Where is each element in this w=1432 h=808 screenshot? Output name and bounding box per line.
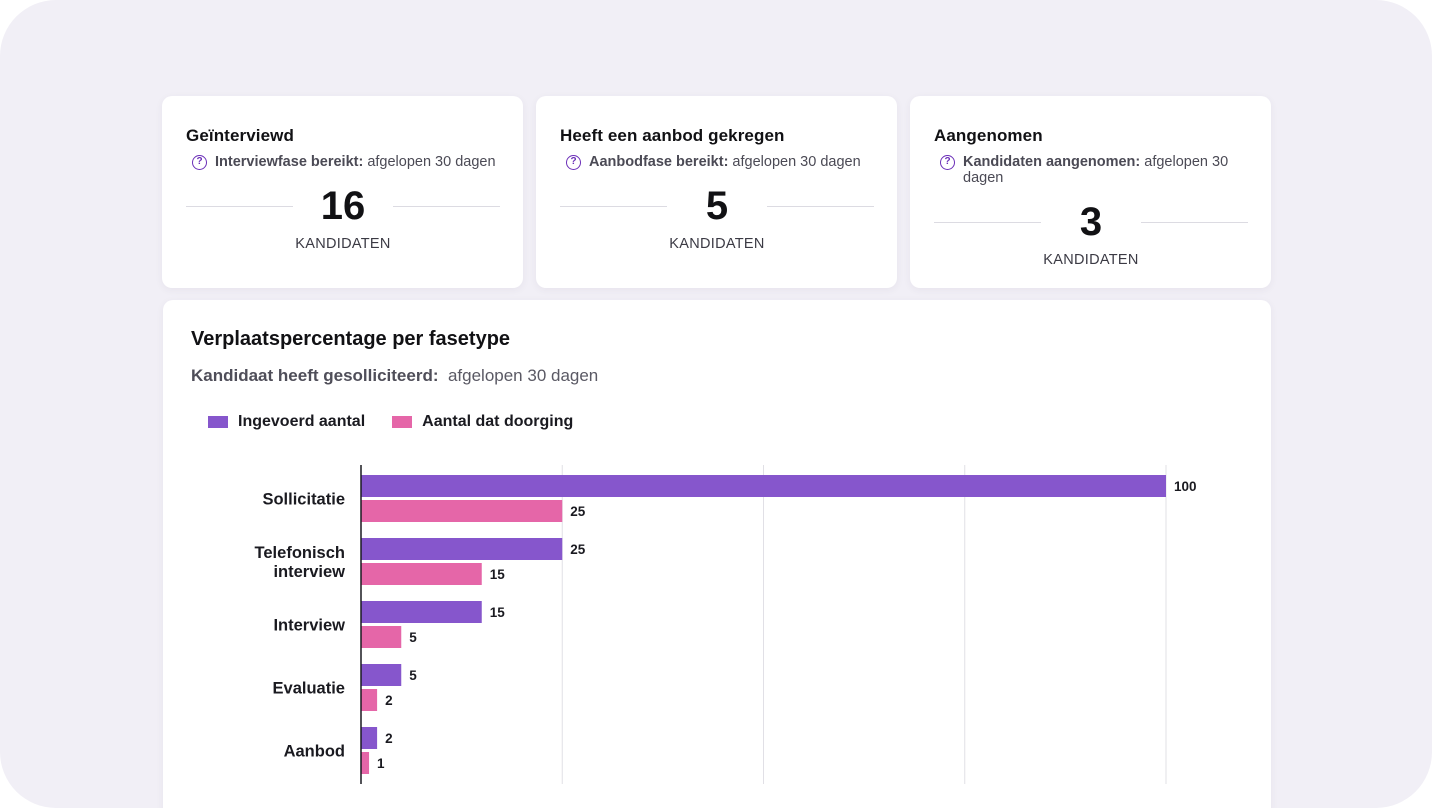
data-label: 2: [385, 693, 393, 708]
bar: [361, 601, 482, 623]
stat-subtitle: ? Kandidaten aangenomen: afgelopen 30 da…: [934, 154, 1248, 186]
data-label: 5: [409, 668, 417, 683]
stat-card-hired: Aangenomen ? Kandidaten aangenomen: afge…: [910, 96, 1271, 288]
stat-card-interviewed: Geïnterviewd ? Interviewfase bereikt: af…: [162, 96, 523, 288]
category-label: interview: [273, 563, 345, 581]
legend-swatch: [208, 416, 228, 428]
stat-subtitle-label: Interviewfase bereikt:: [215, 154, 364, 170]
stat-title: Heeft een aanbod gekregen: [560, 126, 785, 145]
category-label: Evaluatie: [273, 680, 345, 698]
question-circle-icon[interactable]: ?: [566, 155, 581, 170]
stat-card-offered: Heeft een aanbod gekregen ? Aanbodfase b…: [536, 96, 897, 288]
legend-item-entered[interactable]: Ingevoerd aantal: [208, 413, 365, 431]
category-label: Sollicitatie: [262, 491, 345, 509]
legend-swatch: [392, 416, 413, 428]
stat-unit: KANDIDATEN: [669, 236, 765, 252]
bar-chart: 10025Sollicitatie2515Telefonischintervie…: [255, 465, 1197, 784]
question-circle-icon[interactable]: ?: [192, 155, 207, 170]
bar: [361, 538, 563, 560]
bar: [361, 689, 378, 711]
data-label: 15: [490, 605, 506, 620]
divider: [560, 206, 667, 207]
data-label: 25: [570, 542, 586, 557]
bar: [361, 500, 563, 522]
divider: [393, 206, 500, 207]
stat-title: Geïnterviewd: [186, 126, 294, 145]
divider: [934, 222, 1041, 223]
chart-card: Verplaatspercentage per fasetype Kandida…: [163, 300, 1271, 808]
bar: [361, 475, 1166, 497]
bar: [361, 626, 402, 648]
data-label: 25: [570, 504, 586, 519]
data-label: 2: [385, 731, 393, 746]
stat-unit: KANDIDATEN: [295, 236, 391, 252]
chart-subtitle-label: Kandidaat heeft gesolliciteerd:: [191, 366, 439, 385]
divider: [1141, 222, 1248, 223]
stat-unit: KANDIDATEN: [1043, 252, 1139, 268]
chart-legend: Ingevoerd aantal Aantal dat doorging: [208, 413, 600, 431]
question-circle-icon[interactable]: ?: [940, 155, 955, 170]
stat-value: 3: [1079, 200, 1103, 244]
divider: [186, 206, 293, 207]
category-label: Aanbod: [284, 743, 345, 761]
chart-title: Verplaatspercentage per fasetype: [191, 328, 511, 350]
stat-subtitle-label: Kandidaten aangenomen:: [963, 154, 1141, 170]
stat-subtitle-period: afgelopen 30 dagen: [363, 154, 496, 170]
chart-subtitle-period: afgelopen 30 dagen: [447, 366, 599, 385]
chart-subtitle: Kandidaat heeft gesolliciteerd: afgelope…: [191, 366, 598, 386]
bar: [361, 563, 482, 585]
category-label: Interview: [273, 617, 345, 635]
stat-subtitle: ? Interviewfase bereikt: afgelopen 30 da…: [186, 154, 500, 170]
stat-value: 5: [705, 184, 729, 228]
stat-subtitle-period: afgelopen 30 dagen: [728, 154, 861, 170]
stat-value: 16: [320, 184, 366, 228]
legend-label: Ingevoerd aantal: [238, 413, 366, 430]
stat-title: Aangenomen: [934, 126, 1043, 145]
bar: [361, 727, 378, 749]
stat-subtitle: ? Aanbodfase bereikt: afgelopen 30 dagen: [560, 154, 874, 170]
bar: [361, 664, 402, 686]
stat-subtitle-label: Aanbodfase bereikt:: [589, 154, 729, 170]
bar: [361, 752, 370, 774]
legend-label: Aantal dat doorging: [422, 413, 574, 430]
data-label: 15: [490, 567, 506, 582]
data-label: 1: [377, 756, 385, 771]
category-label: Telefonisch: [255, 544, 345, 562]
data-label: 100: [1174, 479, 1197, 494]
data-label: 5: [409, 630, 417, 645]
divider: [767, 206, 874, 207]
stat-subtitle-period: afgelopen 30 dagen: [963, 154, 1229, 186]
legend-item-passed[interactable]: Aantal dat doorging: [392, 413, 573, 431]
